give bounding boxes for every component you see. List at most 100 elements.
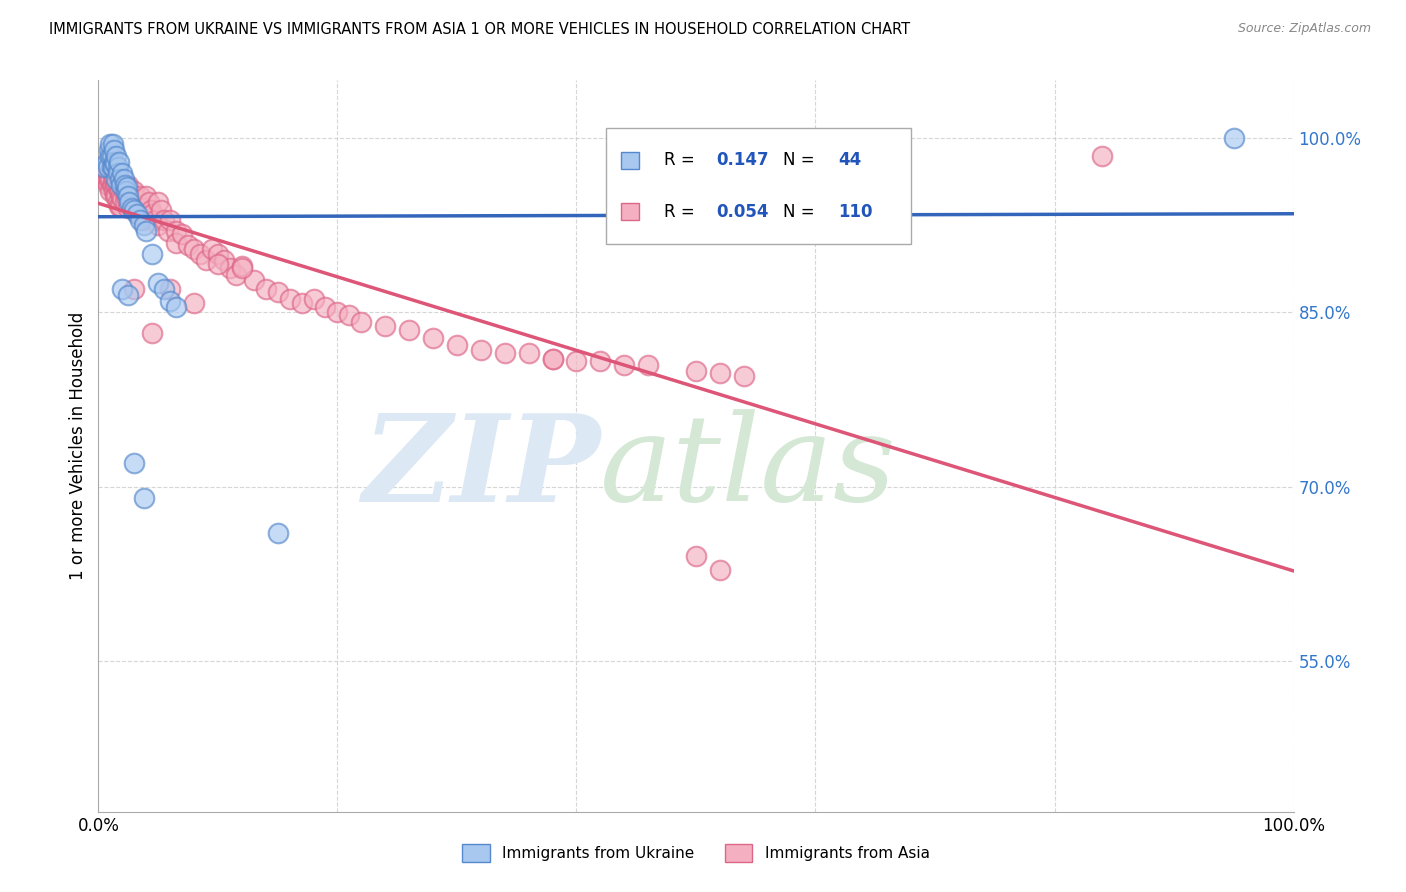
Point xyxy=(127,207,149,221)
Point xyxy=(291,296,314,310)
Point xyxy=(107,199,129,213)
Point xyxy=(107,161,129,175)
Point xyxy=(124,282,146,296)
Point xyxy=(108,199,131,213)
Point xyxy=(141,247,163,261)
Point xyxy=(219,261,242,276)
Point xyxy=(107,166,129,180)
Point xyxy=(97,161,120,175)
Text: atlas: atlas xyxy=(600,409,897,526)
Text: R =: R = xyxy=(664,152,700,169)
Text: 0.147: 0.147 xyxy=(716,152,769,169)
Point xyxy=(132,491,155,506)
Point xyxy=(94,166,117,180)
Point xyxy=(120,195,142,210)
Point xyxy=(117,201,139,215)
Point xyxy=(637,358,659,372)
Point xyxy=(112,172,135,186)
Point xyxy=(103,184,125,198)
Point xyxy=(101,161,124,175)
Point xyxy=(165,224,187,238)
Point xyxy=(685,549,707,564)
Point xyxy=(188,247,211,261)
Point xyxy=(104,157,127,171)
Point xyxy=(97,178,120,192)
Point xyxy=(141,326,163,341)
Point xyxy=(93,172,115,186)
Point xyxy=(115,192,138,206)
Point xyxy=(541,351,564,366)
Point xyxy=(111,166,134,180)
Point xyxy=(100,166,122,180)
Point xyxy=(350,315,373,329)
Point xyxy=(104,178,127,192)
Point xyxy=(165,300,187,314)
Point xyxy=(129,212,152,227)
Point xyxy=(565,354,588,368)
Text: 44: 44 xyxy=(838,152,862,169)
Point xyxy=(143,212,166,227)
Point xyxy=(517,346,540,360)
Point xyxy=(111,178,134,192)
Point xyxy=(93,161,115,175)
Point xyxy=(96,154,118,169)
Point xyxy=(96,161,118,175)
Point xyxy=(117,178,139,192)
Point xyxy=(114,195,136,210)
Point xyxy=(103,172,125,186)
Point xyxy=(125,192,148,206)
Point xyxy=(589,354,612,368)
Point xyxy=(105,178,128,192)
Point xyxy=(98,161,122,175)
Point xyxy=(148,195,170,210)
Point xyxy=(159,282,181,296)
Point xyxy=(149,203,172,218)
Point xyxy=(101,178,124,192)
Point xyxy=(117,189,139,203)
Point xyxy=(172,227,194,241)
Point xyxy=(118,195,141,210)
Point xyxy=(124,203,146,218)
Point xyxy=(98,172,121,186)
Point xyxy=(115,184,138,198)
Text: N =: N = xyxy=(783,152,820,169)
Point xyxy=(107,180,129,194)
Point xyxy=(201,242,224,256)
Point xyxy=(107,154,129,169)
Point xyxy=(177,238,200,252)
Point xyxy=(139,203,162,218)
Y-axis label: 1 or more Vehicles in Household: 1 or more Vehicles in Household xyxy=(69,312,87,580)
Point xyxy=(98,184,122,198)
Point xyxy=(183,242,205,256)
Point xyxy=(114,178,136,192)
Point xyxy=(267,526,290,541)
Point xyxy=(103,154,125,169)
Point xyxy=(115,180,138,194)
Point xyxy=(374,319,396,334)
Point xyxy=(207,257,229,271)
Text: N =: N = xyxy=(783,202,820,220)
Text: 110: 110 xyxy=(838,202,873,220)
Point xyxy=(105,189,128,203)
Point xyxy=(131,201,153,215)
Point xyxy=(93,161,115,175)
Point xyxy=(422,331,444,345)
Point xyxy=(1223,131,1246,145)
Point xyxy=(541,351,564,366)
Point xyxy=(326,305,349,319)
Point xyxy=(1091,149,1114,163)
Point xyxy=(110,189,132,203)
Point xyxy=(212,253,235,268)
Point xyxy=(124,201,146,215)
Point xyxy=(98,137,122,152)
Point xyxy=(231,261,253,276)
Text: IMMIGRANTS FROM UKRAINE VS IMMIGRANTS FROM ASIA 1 OR MORE VEHICLES IN HOUSEHOLD : IMMIGRANTS FROM UKRAINE VS IMMIGRANTS FR… xyxy=(49,22,910,37)
Point xyxy=(159,293,181,308)
Point xyxy=(100,149,122,163)
Text: 0.054: 0.054 xyxy=(716,202,769,220)
Point xyxy=(124,457,146,471)
Point xyxy=(117,288,139,302)
Point xyxy=(231,259,253,273)
Point xyxy=(135,189,157,203)
Point xyxy=(125,207,148,221)
